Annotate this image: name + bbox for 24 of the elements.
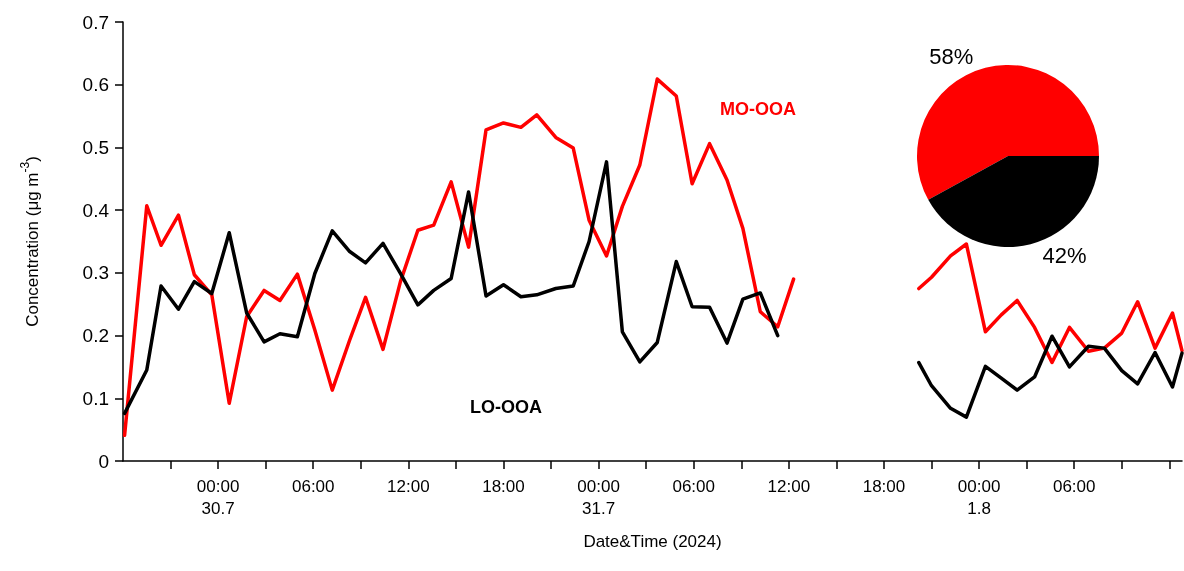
y-tick-label: 0.7 bbox=[82, 11, 109, 33]
x-tick-label: 12:00 bbox=[387, 476, 430, 496]
x-tick-label: 18:00 bbox=[862, 476, 906, 496]
x-tick-label: 12:00 bbox=[767, 476, 811, 496]
x-axis-title: Date&Time (2024) bbox=[583, 532, 722, 551]
y-tick-label: 0.4 bbox=[82, 199, 110, 221]
y-axis-title: Concentration (μg m-3) bbox=[18, 156, 42, 327]
x-tick-label: 06:00 bbox=[291, 476, 335, 496]
x-tick-label: 06:00 bbox=[1052, 476, 1096, 496]
y-tick-label: 0 bbox=[98, 450, 109, 472]
data-label: 58% bbox=[929, 43, 974, 69]
x-tick-label: 18:00 bbox=[482, 476, 525, 496]
y-tick-label: 0.2 bbox=[82, 325, 109, 347]
text: LO-OOA bbox=[470, 397, 542, 417]
x-tick-label: 00:00 30.7 bbox=[196, 476, 240, 518]
y-tick-label: 0.6 bbox=[82, 74, 109, 96]
y-tick-label: 0.5 bbox=[82, 136, 109, 158]
x-tick-label: 00:00 1.8 bbox=[957, 476, 1001, 518]
data-label: 42% bbox=[1042, 243, 1087, 269]
x-tick-label: 06:00 bbox=[672, 476, 715, 496]
y-tick-label: 0.3 bbox=[82, 262, 109, 284]
series-label: MO-OOA bbox=[720, 99, 796, 119]
y-tick-label: 0.1 bbox=[82, 387, 109, 409]
x-tick-label: 00:00 31.7 bbox=[577, 476, 620, 518]
